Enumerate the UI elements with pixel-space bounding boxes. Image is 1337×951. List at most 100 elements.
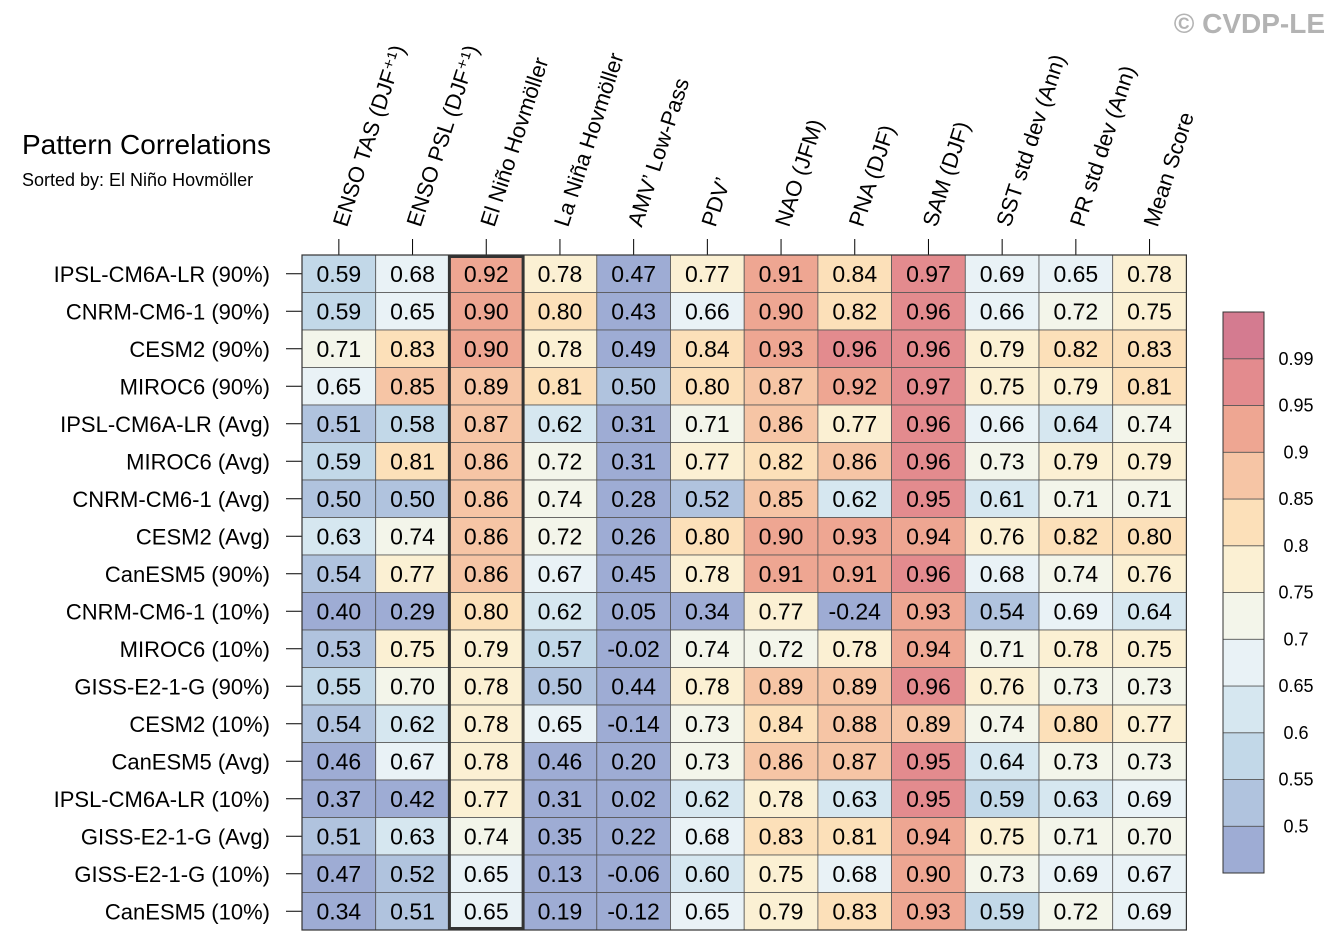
cell-value: 0.71 [316, 336, 361, 362]
cell-value: 0.69 [1053, 861, 1098, 887]
heatmap-cell [891, 367, 966, 406]
heatmap-cell [670, 404, 745, 443]
heatmap-cell [964, 442, 1040, 481]
heatmap-cell [448, 254, 524, 293]
heatmap-cell [596, 517, 671, 556]
heatmap-cell [817, 667, 893, 706]
cell-value: 0.76 [980, 673, 1025, 699]
cell-value: 0.65 [464, 861, 509, 887]
heatmap-cell [375, 329, 450, 368]
column-label-sam-djf: SAM (DJF) [917, 118, 974, 229]
cell-value: 0.75 [980, 823, 1025, 849]
heatmap-cell [1112, 479, 1187, 518]
cell-value: 0.83 [832, 898, 877, 924]
cell-value: 0.65 [316, 373, 361, 399]
heatmap-cell [448, 742, 524, 781]
heatmap-cell [522, 479, 598, 518]
cell-value: 0.78 [538, 336, 583, 362]
cell-value: 0.78 [538, 261, 583, 287]
cell-value: 0.47 [611, 261, 656, 287]
cell-value: 0.05 [611, 598, 656, 624]
heatmap-cell [596, 892, 671, 931]
colorbar-segment [1222, 825, 1265, 874]
heatmap-cell [522, 592, 598, 631]
heatmap-cell [375, 592, 450, 631]
heatmap-cell [891, 667, 966, 706]
heatmap-cell [522, 329, 598, 368]
heatmap-cell [817, 854, 893, 893]
cell-value: 0.51 [390, 898, 435, 924]
cell-value: 0.86 [464, 523, 509, 549]
cell-value: 0.79 [1053, 448, 1098, 474]
cell-value: 0.91 [832, 561, 877, 587]
cell-value: 0.72 [1053, 298, 1098, 324]
cell-value: 0.76 [1127, 561, 1172, 587]
heatmap-cell [964, 292, 1040, 331]
heatmap-cell [301, 292, 377, 331]
colorbar-label: 0.8 [1283, 536, 1308, 556]
heatmap-cell [1112, 254, 1187, 293]
cell-value: 0.90 [759, 298, 804, 324]
cell-value: 0.81 [538, 373, 583, 399]
heatmap-cell [817, 704, 893, 743]
cell-value: 0.77 [832, 411, 877, 437]
heatmap-cell [1112, 779, 1187, 818]
cell-value: 0.91 [759, 561, 804, 587]
cell-value: 0.73 [1127, 673, 1172, 699]
row-label-giss-e2-1-g-90: GISS-E2-1-G (90%) [74, 674, 270, 699]
colorbar-segment [1222, 592, 1265, 640]
cell-value: 0.26 [611, 523, 656, 549]
heatmap-cell [596, 667, 671, 706]
cell-value: 0.73 [980, 861, 1025, 887]
cell-value: 0.28 [611, 486, 656, 512]
heatmap-cell [522, 742, 598, 781]
heatmap-cell [448, 629, 524, 668]
cell-value: 0.87 [759, 373, 804, 399]
heatmap-cell [817, 779, 893, 818]
cell-value: 0.65 [1053, 261, 1098, 287]
cell-value: 0.59 [316, 261, 361, 287]
cell-value: 0.44 [611, 673, 656, 699]
column-label-nao-jfm: NAO (JFM) [770, 116, 828, 229]
cell-value: 0.78 [832, 636, 877, 662]
heatmap-cell [1038, 779, 1114, 818]
colorbar-segment [1222, 732, 1265, 780]
cell-value: 0.70 [390, 673, 435, 699]
heatmap-cell [817, 554, 893, 593]
cell-value: 0.86 [759, 411, 804, 437]
cell-value: 0.77 [685, 261, 730, 287]
cell-value: 0.95 [906, 748, 951, 774]
heatmap-cell [964, 479, 1040, 518]
cell-value: -0.12 [607, 898, 659, 924]
cell-value: 0.74 [390, 523, 435, 549]
heatmap-cell [964, 704, 1040, 743]
cell-value: 0.43 [611, 298, 656, 324]
row-label-canesm5-10: CanESM5 (10%) [105, 899, 270, 924]
heatmap-cell [891, 329, 966, 368]
heatmap-cell [743, 592, 819, 631]
heatmap-cell [522, 292, 598, 331]
cell-value: 0.81 [1127, 373, 1172, 399]
heatmap-cell [670, 517, 745, 556]
colorbar-segment [1222, 498, 1265, 547]
heatmap-cell [743, 442, 819, 481]
colorbar-segment [1222, 638, 1265, 687]
cell-value: 0.84 [685, 336, 730, 362]
heatmap-cell [817, 292, 893, 331]
heatmap-cell [1112, 517, 1187, 556]
chart-title: Pattern Correlations [22, 129, 271, 160]
heatmap-cell [375, 517, 450, 556]
cell-value: 0.82 [1053, 523, 1098, 549]
cell-value: 0.78 [464, 748, 509, 774]
heatmap-cell [1038, 854, 1114, 893]
cell-value: 0.85 [390, 373, 435, 399]
cell-value: 0.65 [538, 711, 583, 737]
heatmap-cell [596, 629, 671, 668]
cell-value: 0.78 [464, 673, 509, 699]
cell-value: 0.94 [906, 636, 951, 662]
colorbar-label: 0.55 [1278, 770, 1313, 790]
cell-value: 0.69 [980, 261, 1025, 287]
colorbar-label: 0.6 [1283, 723, 1308, 743]
cell-value: 0.73 [685, 711, 730, 737]
